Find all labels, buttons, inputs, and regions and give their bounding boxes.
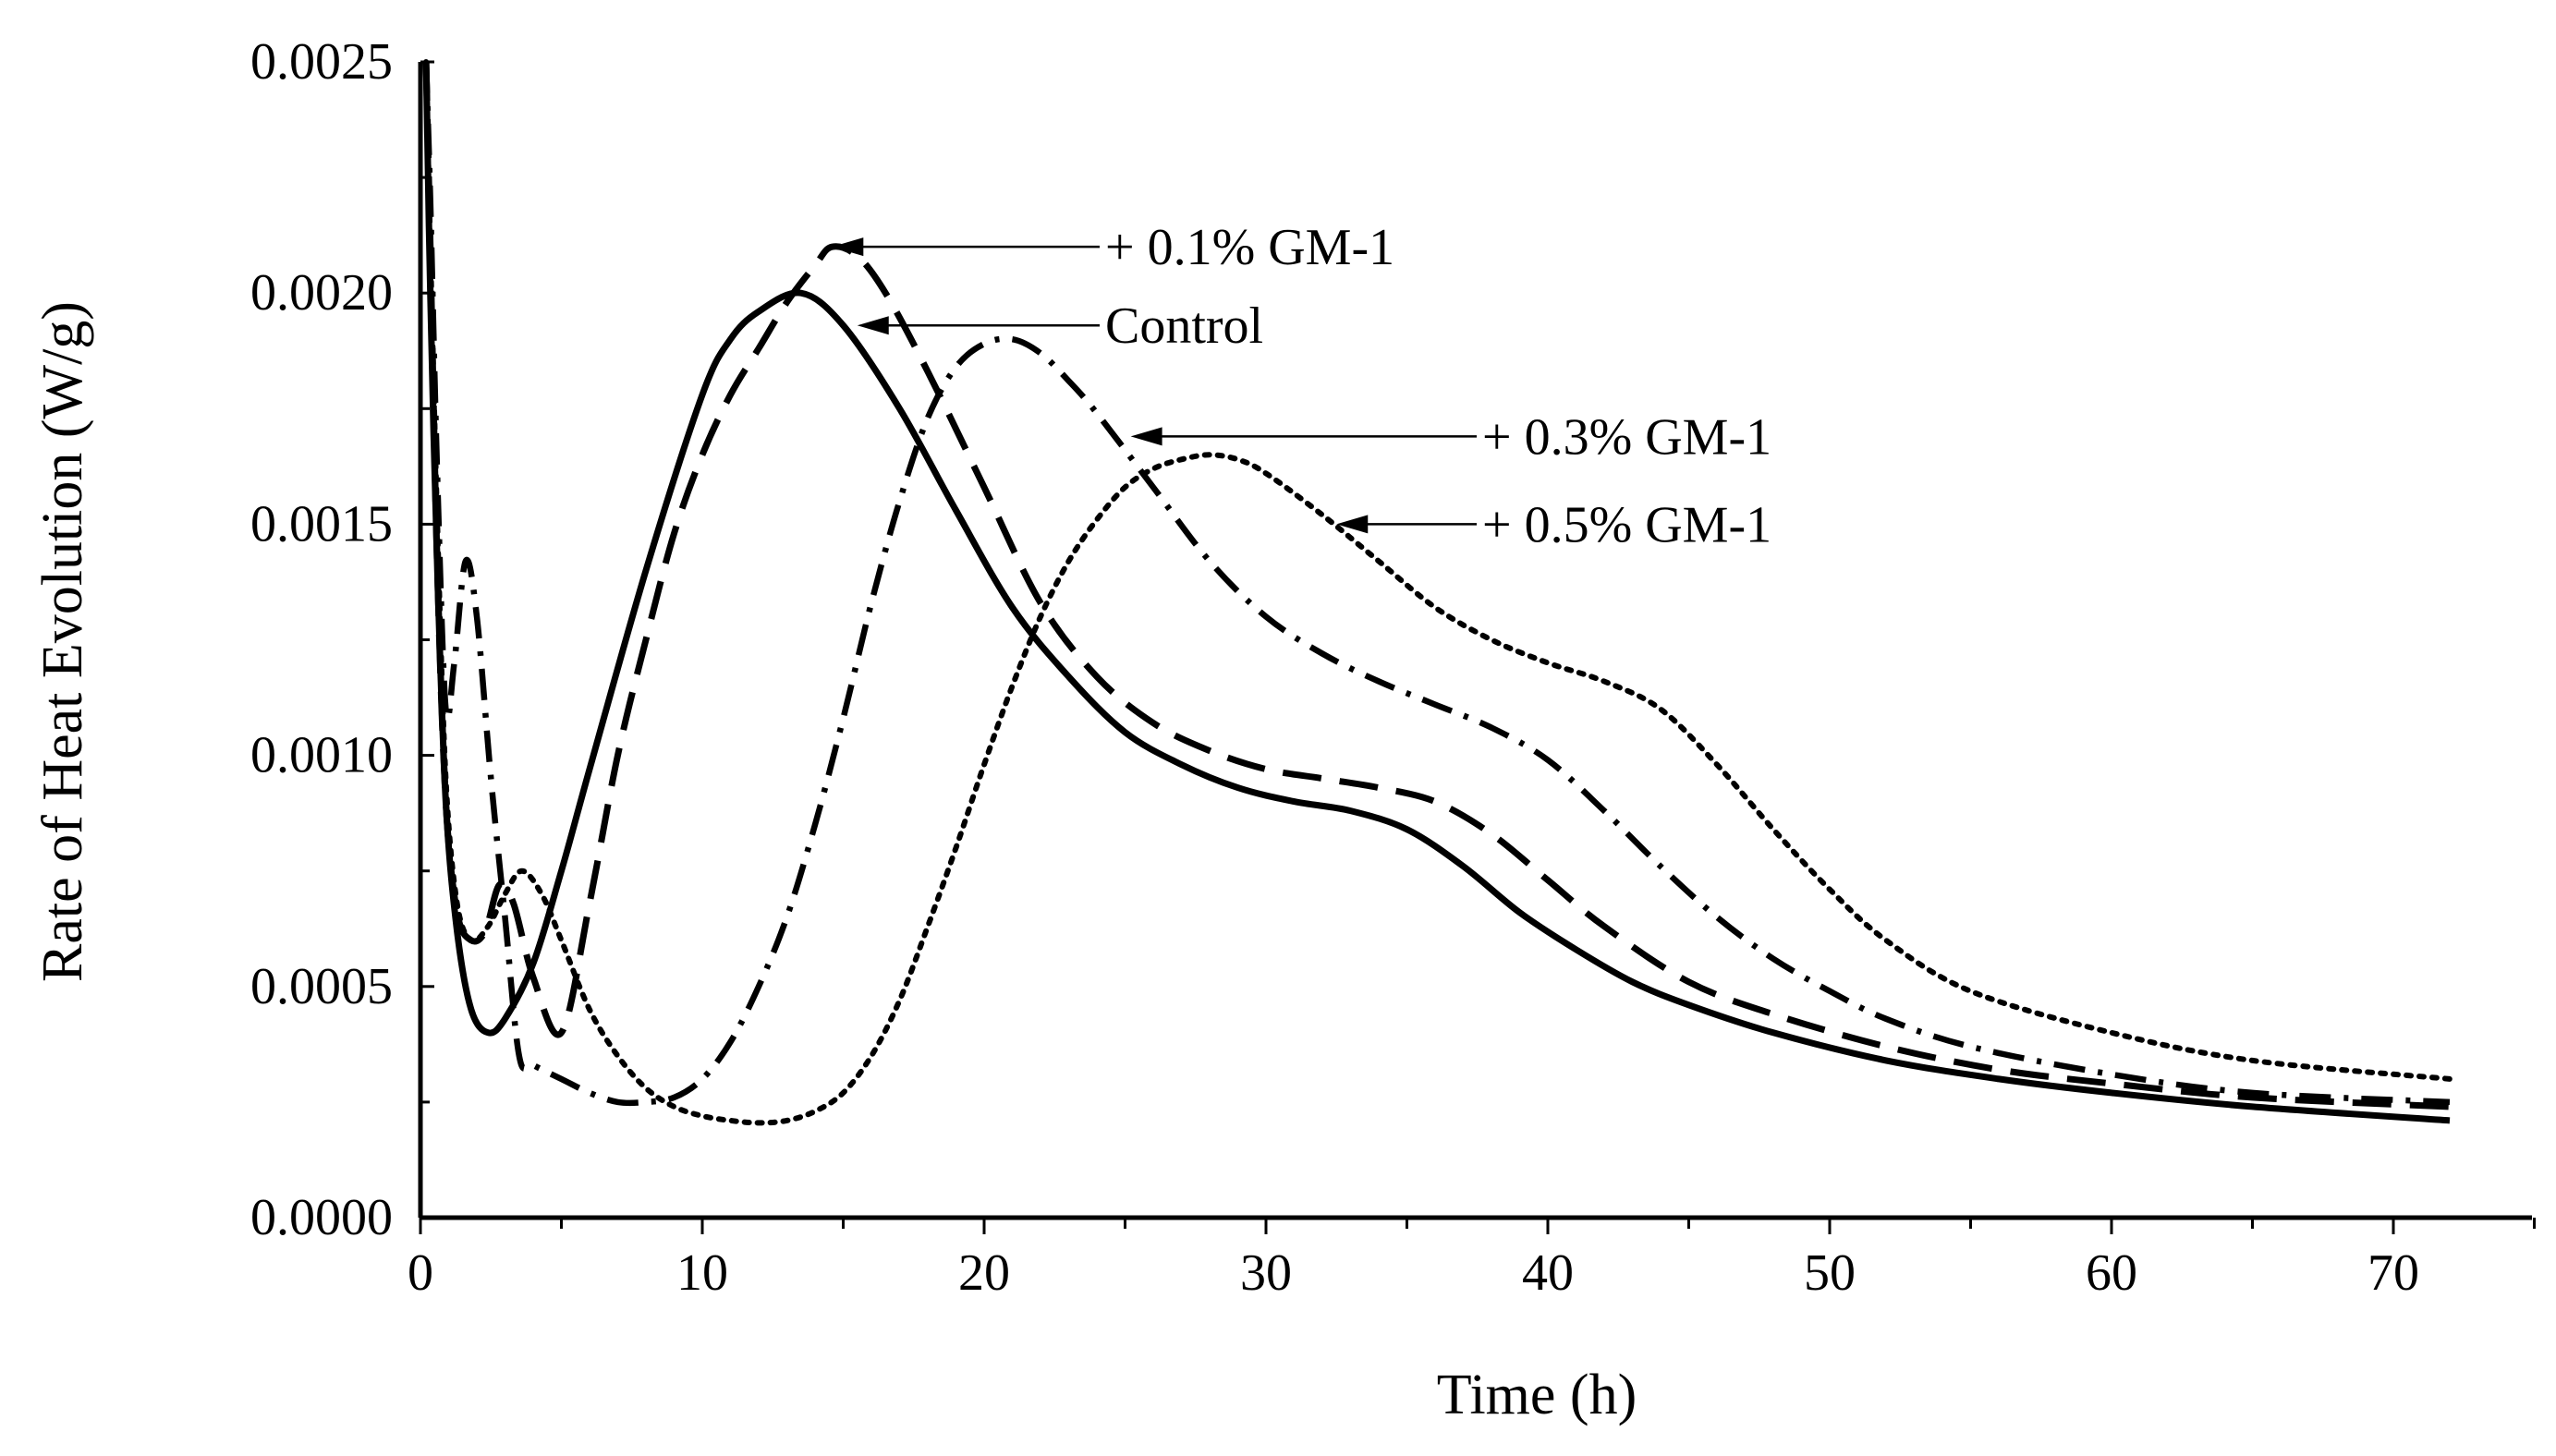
annotation-arrowhead bbox=[1130, 427, 1162, 446]
y-tick-label: 0.0010 bbox=[250, 727, 393, 784]
annotation-arrowhead bbox=[1336, 515, 1369, 534]
x-tick-label: 70 bbox=[2367, 1244, 2419, 1302]
ticks: 0.0000 0.0005 0.0010 0.0015 0.0020 0.0025 0 10 2… bbox=[250, 33, 2536, 1302]
x-axis-title: Time (h) bbox=[1437, 1364, 1637, 1426]
annotation-label: + 0.3% GM-1 bbox=[1482, 408, 1771, 466]
x-tick-label: 20 bbox=[958, 1244, 1010, 1302]
series-line-0-3-gm-1 bbox=[422, 61, 2451, 1107]
y-axis-title: Rate of Heat Evolution (W/g) bbox=[31, 301, 94, 982]
x-tick-label: 50 bbox=[1804, 1244, 1856, 1302]
x-tick-label: 60 bbox=[2086, 1244, 2137, 1302]
series-line-0-5-gm-1 bbox=[423, 59, 2453, 1126]
x-tick-label: 0 bbox=[408, 1244, 433, 1302]
series-line-control bbox=[422, 61, 2451, 1124]
y-tick-label: 0.0020 bbox=[250, 264, 393, 322]
annotation-label: + 0.1% GM-1 bbox=[1105, 219, 1394, 276]
annotations: + 0.1% GM-1 Control + 0.3% GM-1 + 0.5% GM-1 bbox=[832, 219, 1771, 553]
y-tick-label: 0.0025 bbox=[250, 33, 393, 91]
annotation-label: Control bbox=[1105, 297, 1263, 355]
series bbox=[422, 59, 2453, 1126]
annotation-label: + 0.5% GM-1 bbox=[1482, 496, 1771, 553]
x-tick-label: 40 bbox=[1522, 1244, 1574, 1302]
annotation-arrowhead bbox=[832, 237, 864, 257]
y-tick-label: 0.0015 bbox=[250, 495, 393, 552]
axes bbox=[418, 62, 2532, 1220]
annotation-arrowhead bbox=[857, 316, 889, 335]
y-tick-label: 0.0005 bbox=[250, 958, 393, 1015]
x-tick-label: 30 bbox=[1240, 1244, 1292, 1302]
y-tick-label: 0.0000 bbox=[250, 1189, 393, 1246]
x-tick-label: 10 bbox=[676, 1244, 728, 1302]
series-line-0-1-gm-1 bbox=[422, 61, 2451, 1110]
